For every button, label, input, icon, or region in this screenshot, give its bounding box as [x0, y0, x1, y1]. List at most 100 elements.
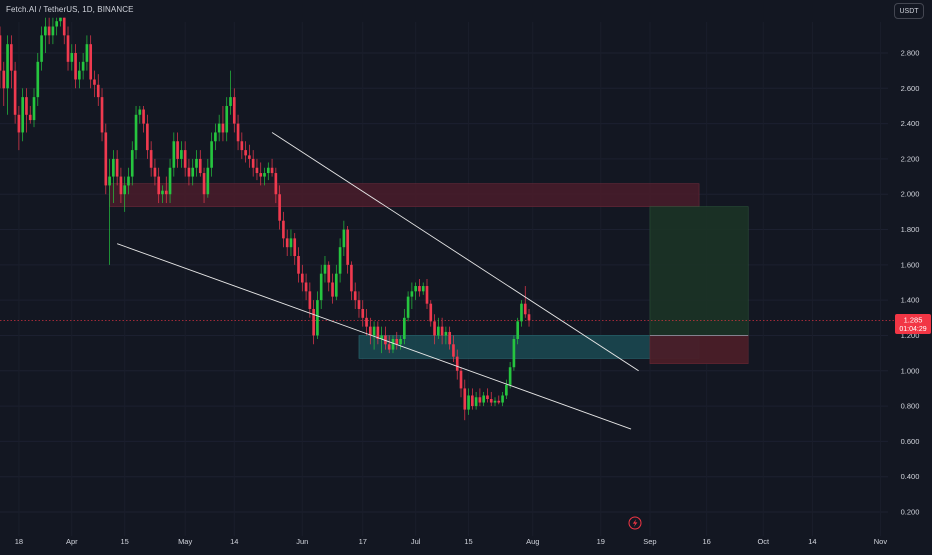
candle[interactable] — [368, 317, 372, 345]
candle-body[interactable] — [282, 220, 285, 239]
candle-body[interactable] — [100, 97, 104, 133]
candle-body[interactable] — [172, 141, 176, 168]
candle-body[interactable] — [270, 167, 274, 174]
candle-body[interactable] — [28, 114, 32, 121]
candle-body[interactable] — [191, 167, 195, 177]
candle[interactable] — [482, 391, 485, 407]
candle-body[interactable] — [300, 273, 304, 283]
candle[interactable] — [232, 88, 236, 133]
candle[interactable] — [527, 308, 531, 327]
candle-body[interactable] — [425, 286, 429, 304]
candle[interactable] — [168, 158, 172, 204]
candle[interactable] — [278, 185, 281, 230]
candle-body[interactable] — [350, 264, 353, 292]
candle[interactable] — [474, 391, 478, 410]
candle[interactable] — [308, 282, 312, 318]
candle-body[interactable] — [217, 123, 221, 133]
candle[interactable] — [391, 335, 395, 354]
candle[interactable] — [463, 379, 467, 421]
candle[interactable] — [198, 150, 202, 177]
candle[interactable] — [493, 397, 497, 407]
candle-body[interactable] — [44, 26, 47, 36]
candle-body[interactable] — [164, 190, 168, 195]
candle[interactable] — [440, 317, 444, 345]
candle[interactable] — [153, 158, 157, 186]
candle-body[interactable] — [429, 303, 433, 322]
candle[interactable] — [36, 53, 40, 106]
candle-body[interactable] — [168, 167, 172, 195]
candle-body[interactable] — [414, 286, 417, 292]
candle[interactable] — [323, 256, 327, 283]
candle-body[interactable] — [89, 44, 93, 80]
candle[interactable] — [282, 211, 285, 248]
candle-body[interactable] — [229, 97, 232, 106]
candle-body[interactable] — [251, 158, 255, 168]
candle-body[interactable] — [195, 158, 198, 168]
candle[interactable] — [421, 282, 425, 295]
candle[interactable] — [62, 17, 66, 45]
candle[interactable] — [350, 261, 353, 301]
candle-body[interactable] — [104, 132, 108, 186]
candle[interactable] — [96, 74, 100, 106]
candle-body[interactable] — [346, 229, 349, 265]
candle[interactable] — [183, 141, 187, 177]
candle-body[interactable] — [176, 141, 179, 159]
candle[interactable] — [217, 114, 221, 142]
candle-body[interactable] — [331, 282, 334, 297]
candle-body[interactable] — [17, 114, 21, 133]
candle-body[interactable] — [127, 176, 130, 186]
candle-body[interactable] — [471, 395, 474, 407]
candle-body[interactable] — [119, 176, 123, 195]
candle-body[interactable] — [448, 331, 451, 345]
candle[interactable] — [304, 273, 308, 301]
candle[interactable] — [489, 391, 493, 407]
candle[interactable] — [180, 141, 183, 168]
candle[interactable] — [47, 17, 51, 45]
candle[interactable] — [104, 123, 108, 195]
candle[interactable] — [433, 314, 436, 345]
candle[interactable] — [501, 391, 504, 407]
candle[interactable] — [134, 105, 138, 159]
candle[interactable] — [149, 141, 153, 177]
candle[interactable] — [263, 167, 266, 186]
candle-body[interactable] — [153, 167, 157, 177]
candle[interactable] — [21, 88, 24, 142]
candle-body[interactable] — [486, 395, 489, 400]
candle[interactable] — [523, 286, 527, 318]
candle[interactable] — [497, 395, 501, 405]
candle-body[interactable] — [74, 53, 77, 80]
candle[interactable] — [244, 141, 247, 163]
candle[interactable] — [6, 35, 9, 115]
candle[interactable] — [59, 17, 62, 27]
candle-body[interactable] — [236, 123, 240, 142]
candle[interactable] — [78, 61, 81, 89]
candle-body[interactable] — [508, 367, 512, 385]
candle[interactable] — [505, 379, 508, 400]
candle-body[interactable] — [399, 338, 402, 345]
candle[interactable] — [342, 220, 346, 257]
candle[interactable] — [297, 247, 300, 283]
candle-body[interactable] — [297, 256, 300, 274]
candle-body[interactable] — [115, 158, 119, 177]
candle[interactable] — [229, 70, 232, 115]
candle[interactable] — [240, 132, 244, 159]
candle[interactable] — [467, 388, 470, 415]
candle[interactable] — [119, 167, 123, 204]
candle-body[interactable] — [319, 273, 323, 301]
candle[interactable] — [410, 282, 414, 309]
candle[interactable] — [459, 367, 463, 398]
candle[interactable] — [455, 349, 459, 380]
candle[interactable] — [70, 44, 74, 71]
candle-body[interactable] — [304, 282, 308, 292]
candle-body[interactable] — [40, 35, 43, 62]
candle[interactable] — [157, 167, 161, 204]
candle-body[interactable] — [244, 150, 247, 156]
candle[interactable] — [486, 388, 489, 403]
candle-body[interactable] — [130, 150, 134, 177]
candle[interactable] — [51, 17, 55, 45]
candle-body[interactable] — [47, 26, 51, 36]
candle[interactable] — [100, 88, 104, 142]
candle-body[interactable] — [142, 109, 145, 124]
